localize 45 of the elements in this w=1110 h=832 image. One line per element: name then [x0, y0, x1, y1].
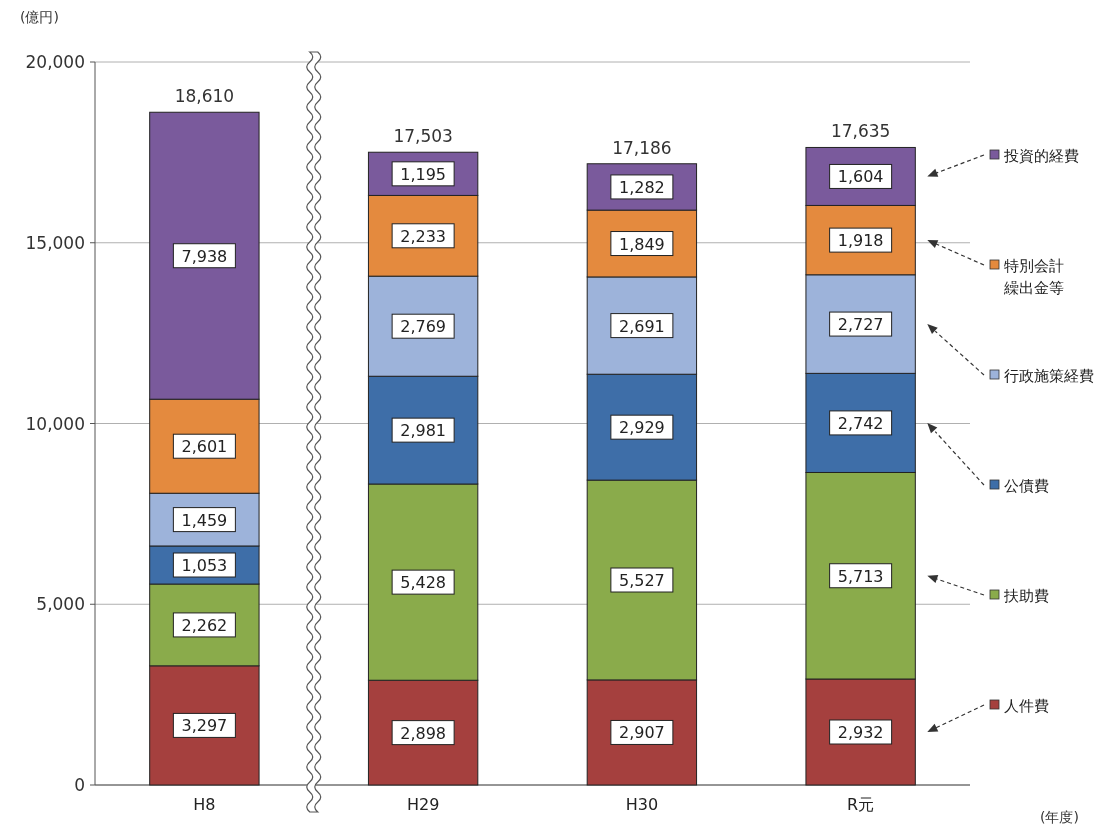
data-label: 2,691 — [618, 316, 665, 336]
y-tick-label: 20,000 — [25, 52, 85, 72]
legend-label: 特別会計繰出金等 — [1003, 257, 1064, 297]
data-label: 2,981 — [400, 421, 447, 441]
legend-label: 行政施策経費 — [1004, 367, 1094, 385]
legend-label: 扶助費 — [1003, 587, 1049, 605]
data-label: 2,932 — [837, 723, 884, 742]
data-label: 5,428 — [400, 573, 447, 593]
data-label: 5,713 — [837, 566, 884, 586]
total-label: 17,186 — [612, 137, 672, 158]
data-label: 1,849 — [618, 234, 665, 254]
data-label: 2,769 — [400, 317, 447, 337]
data-label: 1,282 — [618, 177, 665, 197]
total-label: 17,635 — [830, 121, 891, 142]
data-label: 1,459 — [181, 510, 228, 530]
x-tick-label: R元 — [847, 795, 875, 814]
y-tick-label: 5,000 — [36, 594, 85, 615]
data-label: 1,918 — [837, 231, 884, 251]
data-label: 2,727 — [837, 315, 884, 335]
legend-label: 公債費 — [1004, 477, 1049, 495]
data-label: 3,297 — [181, 716, 228, 736]
x-tick-label: H29 — [406, 795, 440, 814]
x-tick-label: H30 — [625, 795, 659, 814]
data-label: 2,898 — [400, 723, 447, 743]
y-axis-title: (億円) — [20, 9, 59, 25]
data-label: 2,233 — [400, 226, 447, 246]
data-label: 1,604 — [837, 167, 884, 187]
x-tick-label: H8 — [193, 795, 216, 814]
data-label: 5,527 — [618, 571, 665, 591]
data-label: 1,195 — [400, 164, 447, 184]
data-label: 2,929 — [618, 418, 665, 438]
legend-label: 投資的経費 — [1003, 147, 1079, 165]
data-label: 7,938 — [181, 246, 228, 266]
y-tick-label: 0 — [74, 775, 85, 795]
legend-label: 人件費 — [1004, 697, 1049, 715]
x-axis-title: (年度) — [1040, 809, 1079, 825]
data-label: 1,053 — [181, 556, 228, 576]
data-label: 2,742 — [837, 413, 884, 433]
total-label: 17,503 — [393, 126, 453, 147]
data-label: 2,601 — [181, 437, 228, 457]
data-label: 2,907 — [618, 723, 665, 743]
y-tick-label: 15,000 — [25, 232, 85, 253]
y-tick-label: 10,000 — [25, 413, 85, 434]
data-label: 2,262 — [181, 615, 228, 635]
total-label: 18,610 — [174, 86, 235, 107]
